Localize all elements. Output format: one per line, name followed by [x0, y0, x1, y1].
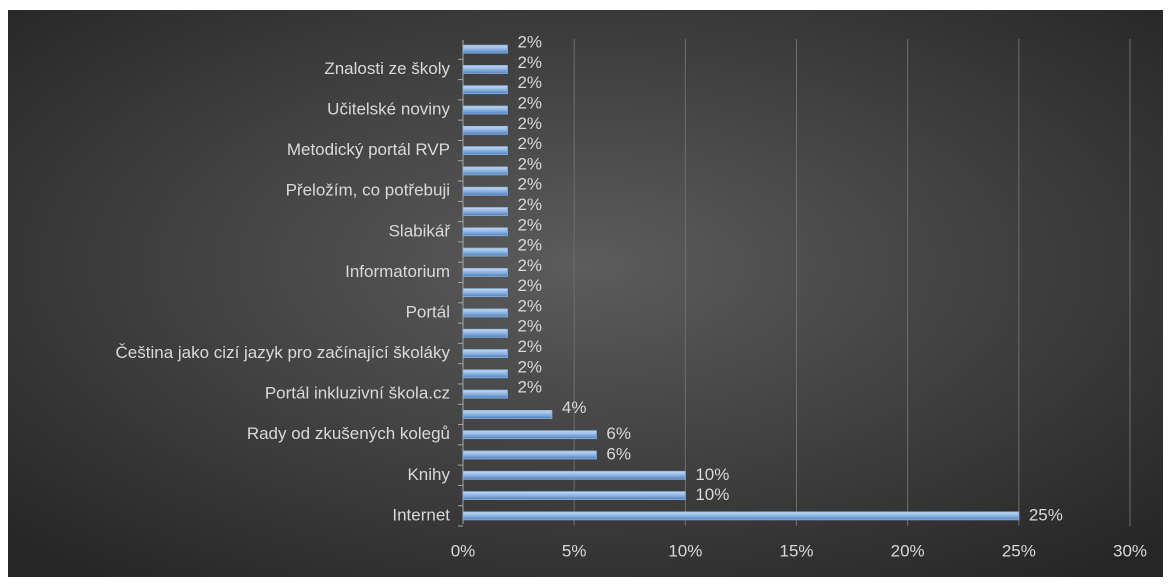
bar [462, 44, 508, 54]
y-tick-label: Znalosti ze školy [324, 59, 450, 78]
x-tick-label: 25% [1002, 541, 1036, 560]
value-label: 2% [517, 134, 542, 153]
bar [462, 470, 686, 480]
y-tick-label: Internet [392, 505, 450, 524]
y-tick-label: Informatorium [345, 262, 450, 281]
bar [462, 207, 508, 216]
bar [462, 288, 508, 298]
y-tick-label: Slabikář [389, 221, 451, 240]
bar [462, 430, 597, 440]
x-tick-label: 15% [779, 541, 813, 560]
bar [462, 125, 508, 135]
value-label: 2% [517, 337, 542, 356]
y-tick-label: Portál inkluzivní škola.cz [265, 384, 450, 403]
bar [462, 186, 508, 196]
bar [462, 369, 508, 379]
value-label: 10% [695, 485, 729, 504]
value-label: 2% [517, 236, 542, 255]
bar [462, 105, 508, 115]
x-tick-label: 20% [891, 541, 925, 560]
value-label: 2% [517, 33, 542, 52]
value-label: 6% [606, 424, 631, 443]
bar [462, 328, 508, 338]
value-label: 2% [517, 114, 542, 133]
x-tick-label: 0% [451, 541, 476, 560]
bar [462, 450, 597, 460]
value-label: 2% [517, 53, 542, 72]
y-tick-label: Metodický portál RVP [287, 140, 450, 159]
bar [462, 308, 508, 318]
value-label: 2% [517, 215, 542, 234]
bar [462, 409, 553, 419]
value-label: 10% [695, 465, 729, 484]
value-label: 2% [517, 94, 542, 113]
chart-background [8, 10, 1163, 577]
x-tick-label: 30% [1113, 541, 1147, 560]
value-label: 25% [1029, 505, 1063, 524]
value-label: 2% [517, 256, 542, 275]
bar [462, 389, 508, 399]
value-label: 2% [517, 276, 542, 295]
bar [462, 227, 508, 237]
value-label: 2% [517, 296, 542, 315]
value-label: 2% [517, 154, 542, 173]
bar [462, 85, 508, 95]
y-tick-label: Knihy [407, 465, 450, 484]
y-tick-label: Přeložím, co potřebuji [286, 181, 450, 200]
value-label: 2% [517, 317, 542, 336]
bar [462, 349, 508, 358]
bar [462, 65, 508, 74]
y-tick-label: Učitelské noviny [327, 100, 450, 119]
value-label: 2% [517, 195, 542, 214]
bar [462, 267, 508, 277]
value-label: 2% [517, 73, 542, 92]
x-tick-label: 10% [668, 541, 702, 560]
value-label: 2% [517, 357, 542, 376]
x-tick-label: 5% [562, 541, 587, 560]
value-label: 6% [606, 444, 631, 463]
value-label: 4% [562, 398, 587, 417]
bar [462, 166, 508, 176]
bar [462, 491, 686, 500]
value-label: 2% [517, 378, 542, 397]
y-tick-label: Čeština jako cizí jazyk pro začínající š… [116, 343, 451, 362]
y-tick-label: Rady od zkušených kolegů [247, 424, 450, 443]
bar [462, 146, 508, 156]
bar [462, 511, 1020, 521]
bar [462, 247, 508, 257]
y-tick-label: Portál [406, 302, 450, 321]
value-label: 2% [517, 175, 542, 194]
